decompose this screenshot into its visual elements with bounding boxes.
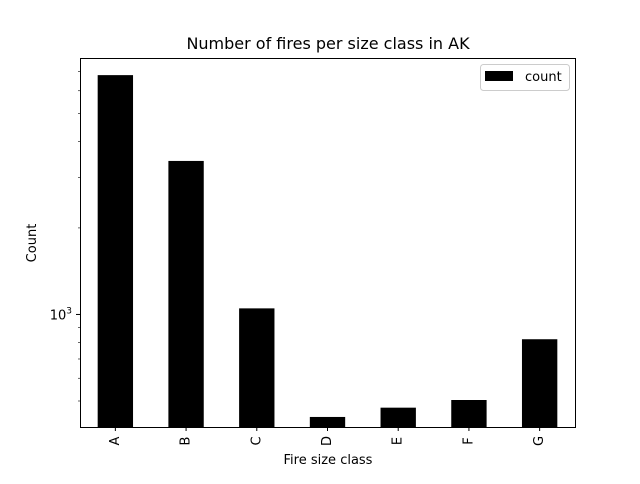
bar-G: [521, 339, 558, 427]
y-axis-label: Count: [25, 224, 40, 263]
legend-label-count: count: [525, 70, 562, 85]
bar-D: [309, 416, 346, 427]
chart-title: Number of fires per size class in AK: [186, 34, 470, 53]
x-tick-label-G: G: [532, 436, 547, 446]
bar-E: [380, 407, 416, 427]
legend: count: [480, 64, 570, 91]
x-tick-label-C: C: [249, 436, 264, 445]
legend-swatch-count: [485, 71, 513, 81]
x-tick-label-A: A: [108, 436, 123, 445]
x-tick-label-D: D: [320, 436, 335, 446]
bars-layer: [97, 75, 558, 428]
x-tick-label-F: F: [461, 437, 476, 444]
x-tick-label-B: B: [179, 437, 194, 446]
y-axis-ticks: 103: [50, 71, 80, 402]
x-tick-label-E: E: [391, 437, 406, 445]
bar-F: [451, 400, 487, 427]
y-tick-label: 103: [50, 306, 72, 323]
bar-C: [239, 308, 275, 427]
bar-A: [97, 75, 134, 428]
plot-area-frame: [80, 58, 576, 428]
bar-B: [168, 160, 204, 428]
x-axis-label: Fire size class: [284, 453, 373, 468]
